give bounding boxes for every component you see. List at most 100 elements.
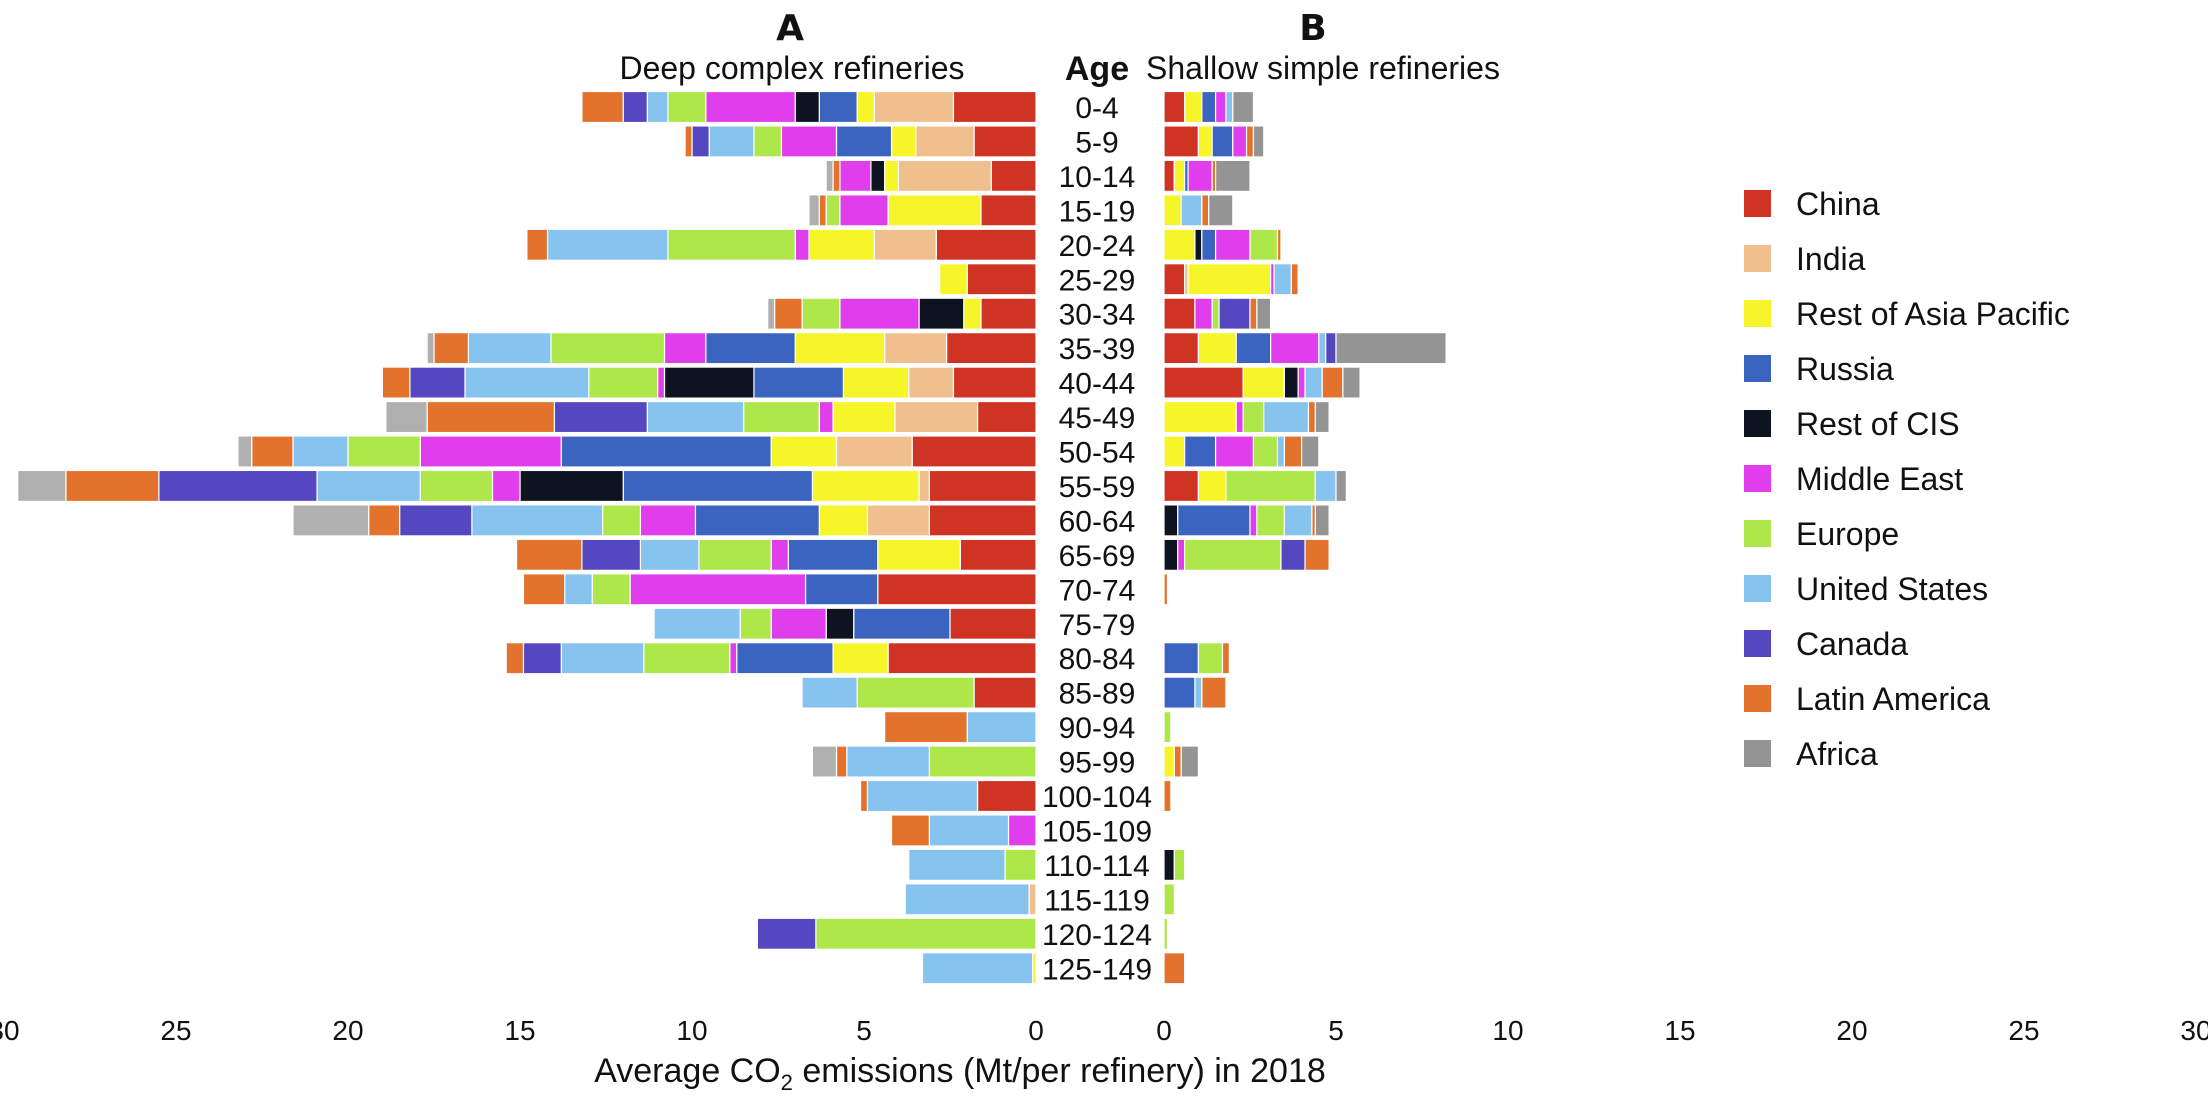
bar-segment-united-states <box>1180 194 1203 227</box>
bar-segment-canada <box>1325 332 1337 365</box>
bar-segment-rest-of-asia-pacific <box>1163 228 1196 261</box>
bar-segment-latin-america <box>368 504 401 537</box>
age-label: 125-149 <box>1042 953 1152 986</box>
bar-segment-other <box>426 332 435 365</box>
bar-segment-africa <box>1180 745 1199 778</box>
bar-segment-india <box>835 435 913 468</box>
bar-segment-middle-east <box>839 194 889 227</box>
age-label: 45-49 <box>1059 402 1136 435</box>
bar-segment-middle-east <box>1194 297 1213 330</box>
bar-segment-india <box>873 228 937 261</box>
legend-label: China <box>1796 186 1880 222</box>
bar-segment-latin-america <box>1307 400 1316 434</box>
bar-segment-united-states <box>1194 676 1203 709</box>
age-label: 120-124 <box>1042 919 1152 952</box>
x-tick-label: 30 <box>0 1015 20 1046</box>
x-tick-label: 5 <box>1328 1015 1344 1046</box>
bar-segment-rest-of-asia-pacific <box>890 125 917 158</box>
legend-label: Latin America <box>1796 681 1990 717</box>
bar-segment-rest-of-asia-pacific <box>1197 332 1237 365</box>
bar-segment-united-states <box>546 228 669 261</box>
age-label: 75-79 <box>1059 609 1136 642</box>
bar-segment-united-states <box>1304 366 1323 399</box>
legend-label: Rest of Asia Pacific <box>1796 296 2070 332</box>
bar-segment-middle-east <box>729 642 738 675</box>
bar-segment-other <box>385 400 428 434</box>
bar-segment-rest-of-asia-pacific <box>939 263 968 296</box>
panel-a-title: Deep complex refineries <box>619 50 964 86</box>
bar-segment-russia <box>787 538 879 571</box>
bar-segment-india <box>1028 883 1037 916</box>
bar-segment-latin-america <box>65 469 160 503</box>
bar-segment-china <box>928 469 1037 503</box>
bar-segment-russia <box>853 607 951 640</box>
x-tick-label: 5 <box>856 1015 872 1046</box>
bar-segment-united-states <box>1314 469 1337 503</box>
bar-segment-rest-of-cis <box>1163 848 1175 882</box>
age-label: 15-19 <box>1059 195 1136 228</box>
bar-segment-china <box>935 228 1037 261</box>
bar-segment-europe <box>739 607 772 640</box>
bar-segment-china <box>976 779 1037 813</box>
bar-segment-united-states <box>1225 90 1234 124</box>
bar-segment-united-states <box>292 435 349 468</box>
bar-segment-europe <box>698 538 772 571</box>
legend-swatch <box>1744 630 1771 657</box>
bar-segment-china <box>1163 469 1200 503</box>
bar-segment-rest-of-asia-pacific <box>818 504 869 537</box>
age-label: 85-89 <box>1059 678 1136 711</box>
age-label: 20-24 <box>1059 230 1136 263</box>
panel-a-bars <box>17 90 1037 985</box>
bar-segment-latin-america <box>1163 952 1186 985</box>
bar-segment-latin-america <box>1201 194 1210 227</box>
bar-segment-rest-of-cis <box>1283 366 1299 399</box>
bar-segment-india <box>873 90 955 124</box>
bar-segment-russia <box>560 435 772 468</box>
bar-segment-middle-east <box>1187 159 1213 192</box>
bar-segment-china <box>1163 332 1200 365</box>
legend-swatch <box>1744 685 1771 712</box>
age-label: 10-14 <box>1059 161 1136 194</box>
bar-segment-rest-of-asia-pacific <box>1163 194 1182 227</box>
bar-segment-russia <box>622 469 814 503</box>
legend-label: India <box>1796 241 1866 277</box>
bar-segment-latin-america <box>515 538 583 571</box>
bar-segment-middle-east <box>1270 332 1320 365</box>
bar-segment-latin-america <box>884 710 968 744</box>
legend-label: Canada <box>1796 626 1908 662</box>
legend-swatch <box>1744 740 1771 767</box>
bar-segment-united-states <box>708 125 755 158</box>
age-label: 5-9 <box>1075 126 1118 159</box>
bar-segment-middle-east <box>770 607 827 640</box>
age-axis-title: Age <box>1065 50 1129 88</box>
bar-segment-united-states <box>1283 504 1313 537</box>
age-label: 95-99 <box>1059 747 1136 780</box>
bar-segment-united-states <box>904 883 1030 916</box>
x-tick-label: 10 <box>676 1015 707 1046</box>
bar-segment-rest-of-asia-pacific <box>832 400 896 434</box>
x-tick-label: 20 <box>1836 1015 1867 1046</box>
bar-segment-europe <box>815 917 1037 950</box>
bar-segment-middle-east <box>780 125 838 158</box>
bar-segment-latin-america <box>859 779 869 813</box>
bar-segment-europe <box>1256 504 1286 537</box>
bar-segment-china <box>928 504 1037 537</box>
bar-segment-russia <box>1201 228 1217 261</box>
bar-segment-other <box>825 159 834 192</box>
bar-segment-middle-east <box>818 400 834 434</box>
x-tick-label: 20 <box>332 1015 363 1046</box>
bar-segment-rest-of-asia-pacific <box>1163 435 1186 468</box>
bar-segment-middle-east <box>639 504 697 537</box>
bar-segment-middle-east <box>1214 228 1251 261</box>
bar-segment-latin-america <box>818 194 827 227</box>
bar-segment-canada <box>756 917 817 950</box>
bar-segment-rest-of-asia-pacific <box>1197 469 1227 503</box>
bar-segment-africa <box>1314 400 1330 434</box>
bar-segment-china <box>973 125 1037 158</box>
bar-segment-rest-of-asia-pacific <box>963 297 982 330</box>
bar-segment-middle-east <box>663 332 707 365</box>
bar-segment-latin-america <box>426 400 555 434</box>
bar-segment-europe <box>1225 469 1316 503</box>
age-label: 0-4 <box>1075 92 1118 125</box>
bar-segment-middle-east <box>705 90 796 124</box>
